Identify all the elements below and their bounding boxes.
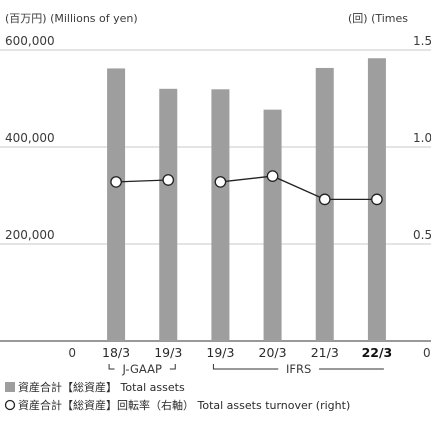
- left-axis-ticks: 0 200,000 400,000 600,000: [5, 34, 76, 360]
- legend-bar-label: 資産合計【総資産】 Total assets: [18, 380, 185, 394]
- category-label: 18/3: [102, 345, 130, 360]
- right-tick-label: 0.5: [413, 228, 431, 242]
- legend: 資産合計【総資産】 Total assets 資産合計【総資産】回転率（右軸） …: [4, 380, 350, 412]
- turnover-point: [371, 193, 383, 206]
- category-label: 21/3: [311, 345, 339, 360]
- legend-line-marker: [4, 399, 16, 411]
- turnover-point: [214, 176, 227, 188]
- category-label: 19/3: [206, 345, 234, 360]
- category-labels: 18/3 19/3 19/3 20/3 21/3 22/3: [102, 345, 392, 360]
- right-tick-label: 1.0: [413, 131, 431, 145]
- standard-label: J-GAAP: [121, 362, 162, 376]
- right-tick-label: 0: [423, 346, 431, 360]
- left-unit-label: (百万円) (Millions of yen): [5, 12, 138, 25]
- turnover-line-segment: [220, 175, 377, 201]
- legend-bar-swatch: [5, 382, 15, 392]
- turnover-line: [116, 175, 377, 201]
- bracket-line: [108, 364, 115, 370]
- category-label: 22/3: [362, 345, 393, 360]
- bracket-line: [169, 364, 176, 370]
- turnover-points: [110, 170, 383, 206]
- category-label: 20/3: [259, 345, 287, 360]
- turnover-line-segment: [116, 179, 169, 183]
- turnover-point: [318, 193, 331, 206]
- right-unit-label: (回) (Times: [348, 12, 408, 25]
- turnover-point: [110, 176, 122, 188]
- turnover-point: [162, 174, 175, 186]
- left-tick-label: 600,000: [5, 34, 55, 48]
- bar-total-assets: [263, 109, 282, 341]
- standard-label: IFRS: [286, 362, 311, 376]
- legend-line-label: 資産合計【総資産】回転率（右軸） Total assets turnover (…: [18, 398, 350, 412]
- bracket-line: [212, 364, 279, 370]
- bar-total-assets: [107, 68, 126, 342]
- right-axis-ticks: 0 0.5 1.0 1.5: [413, 34, 431, 360]
- accounting-standard-brackets: J-GAAP IFRS: [108, 362, 384, 376]
- bar-total-assets: [211, 89, 230, 341]
- category-label: 19/3: [154, 345, 182, 360]
- left-tick-label: 200,000: [5, 228, 55, 242]
- bar-total-assets: [159, 88, 178, 341]
- left-tick-label: 400,000: [5, 131, 55, 145]
- right-tick-label: 1.5: [413, 34, 431, 48]
- turnover-point: [266, 170, 279, 182]
- left-tick-label: 0: [68, 346, 76, 360]
